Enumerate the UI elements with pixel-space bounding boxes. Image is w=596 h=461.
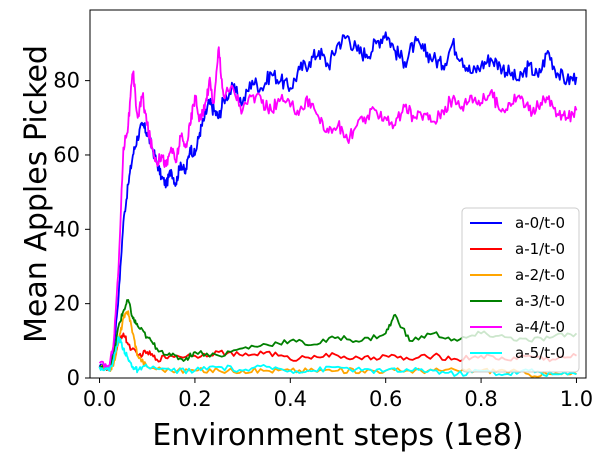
legend-label: a-5/t-0 — [515, 344, 565, 362]
x-tick-label: 0.4 — [274, 387, 307, 411]
x-tick-label: 0.6 — [369, 387, 402, 411]
legend-label: a-0/t-0 — [515, 214, 565, 232]
y-axis: 0 20 40 60 80 — [53, 69, 90, 390]
y-tick-label: 40 — [53, 217, 80, 241]
x-axis-title: Environment steps (1e8) — [152, 418, 523, 453]
legend-label: a-1/t-0 — [515, 240, 565, 258]
x-tick-label: 1.0 — [560, 387, 593, 411]
x-tick-label: 0.8 — [464, 387, 497, 411]
y-tick-label: 60 — [53, 143, 80, 167]
series-line-a-3-t-0 — [99, 298, 578, 371]
x-tick-label: 0.2 — [178, 387, 211, 411]
legend-label: a-4/t-0 — [515, 318, 565, 336]
y-tick-label: 0 — [67, 366, 80, 390]
legend: a-0/t-0 a-1/t-0 a-2/t-0 a-3/t-0 a-4/t-0 a-5/t… — [461, 207, 580, 373]
legend-label: a-3/t-0 — [515, 292, 565, 310]
y-tick-label: 20 — [53, 292, 80, 316]
series-line-a-4-t-0 — [98, 46, 578, 369]
y-axis-title: Mean Apples Picked — [19, 45, 54, 343]
x-axis: 0.0 0.2 0.4 0.6 0.8 1.0 — [83, 378, 593, 411]
y-tick-label: 80 — [53, 69, 80, 93]
plot-frame — [89, 9, 587, 379]
series-layer — [98, 31, 578, 378]
x-tick-label: 0.0 — [83, 387, 116, 411]
legend-label: a-2/t-0 — [515, 266, 565, 284]
